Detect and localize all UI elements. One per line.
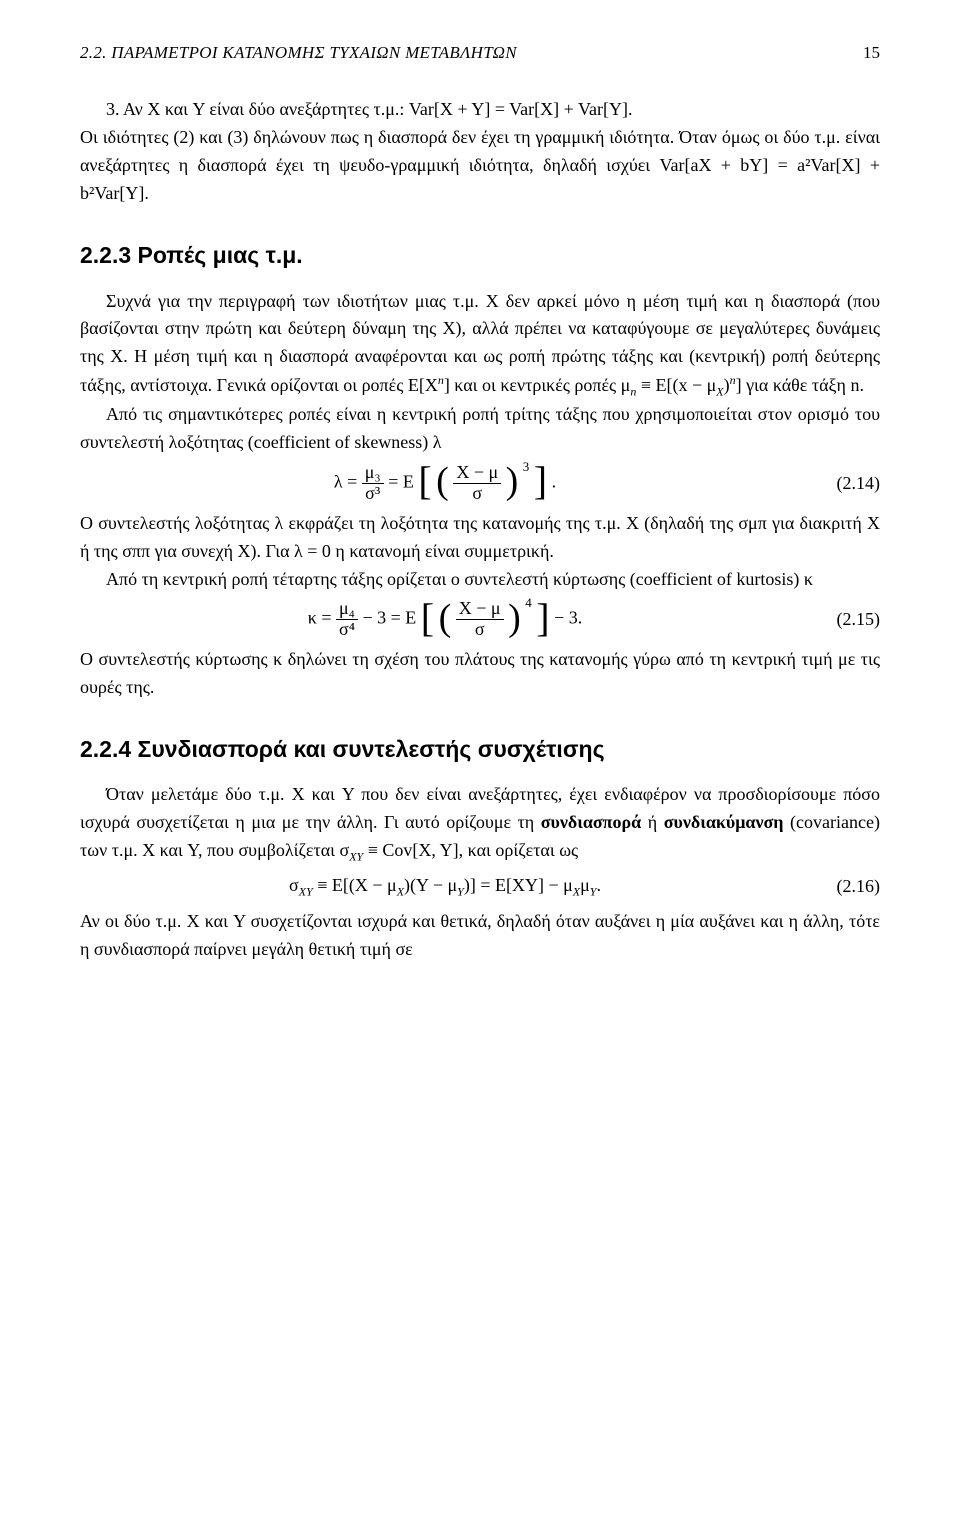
- equation-number: (2.15): [810, 606, 880, 634]
- paragraph-intro: Οι ιδιότητες (2) και (3) δηλώνουν πως η …: [80, 124, 880, 208]
- equation-body: κ = μ₄ σ⁴ − 3 = E [ ( X − μ σ ) 4 ] − 3.: [80, 599, 810, 640]
- list-item-3: 3. Αν X και Y είναι δύο ανεξάρτητες τ.μ.…: [80, 96, 880, 124]
- term-syndiakymansi: συνδιακύμανση: [664, 812, 784, 832]
- paragraph-skewness: Ο συντελεστής λοξότητας λ εκφράζει τη λο…: [80, 510, 880, 566]
- paragraph-moments-a: Συχνά για την περιγραφή των ιδιοτήτων μι…: [80, 288, 880, 402]
- paragraph-covariance-intro: Όταν μελετάμε δύο τ.μ. X και Y που δεν ε…: [80, 781, 880, 866]
- fraction: μ₃ σ³: [362, 463, 384, 504]
- paragraph-kurtosis-intro: Από τη κεντρική ροπή τέταρτης τάξης ορίζ…: [80, 566, 880, 594]
- inner-fraction: X − μ σ: [453, 463, 501, 504]
- paragraph-kurtosis-expl: Ο συντελεστής κύρτωσης κ δηλώνει τη σχέσ…: [80, 646, 880, 702]
- item-text: Αν X και Y είναι δύο ανεξάρτητες τ.μ.: V…: [123, 99, 632, 119]
- equation-body: λ = μ₃ σ³ = E [ ( X − μ σ ) 3 ] .: [80, 463, 810, 504]
- subsection-2-2-3-title: 2.2.3 Ροπές μιας τ.μ.: [80, 238, 880, 274]
- term-syndiaspora: συνδιασπορά: [541, 812, 641, 832]
- paragraph-covariance-expl: Αν οι δύο τ.μ. X και Y συσχετίζονται ισχ…: [80, 908, 880, 964]
- page-number: 15: [863, 40, 880, 66]
- page-header: 2.2. ΠΑΡΑΜΕΤΡΟΙ ΚΑΤΑΝΟΜΗΣ ΤΥΧΑΙΩΝ ΜΕΤΑΒΛ…: [80, 40, 880, 66]
- section-header: 2.2. ΠΑΡΑΜΕΤΡΟΙ ΚΑΤΑΝΟΜΗΣ ΤΥΧΑΙΩΝ ΜΕΤΑΒΛ…: [80, 40, 517, 66]
- equation-2-14: λ = μ₃ σ³ = E [ ( X − μ σ ) 3 ] . (2.14): [80, 463, 880, 504]
- equation-body: σXY ≡ E[(X − μX)(Y − μY)] = E[XY] − μXμY…: [80, 872, 810, 901]
- paragraph-moments-b: Από τις σημαντικότερες ροπές είναι η κεν…: [80, 401, 880, 457]
- equation-number: (2.14): [810, 470, 880, 498]
- inner-fraction: X − μ σ: [456, 599, 504, 640]
- exponent: 3: [523, 459, 530, 474]
- equation-2-15: κ = μ₄ σ⁴ − 3 = E [ ( X − μ σ ) 4 ] − 3.…: [80, 599, 880, 640]
- equation-2-16: σXY ≡ E[(X − μX)(Y − μY)] = E[XY] − μXμY…: [80, 872, 880, 901]
- item-number: 3.: [106, 99, 120, 119]
- equation-number: (2.16): [810, 873, 880, 901]
- subsection-2-2-4-title: 2.2.4 Συνδιασπορά και συντελεστής συσχέτ…: [80, 732, 880, 768]
- page-container: 2.2. ΠΑΡΑΜΕΤΡΟΙ ΚΑΤΑΝΟΜΗΣ ΤΥΧΑΙΩΝ ΜΕΤΑΒΛ…: [0, 0, 960, 1003]
- exponent: 4: [525, 595, 532, 610]
- fraction: μ₄ σ⁴: [336, 599, 358, 640]
